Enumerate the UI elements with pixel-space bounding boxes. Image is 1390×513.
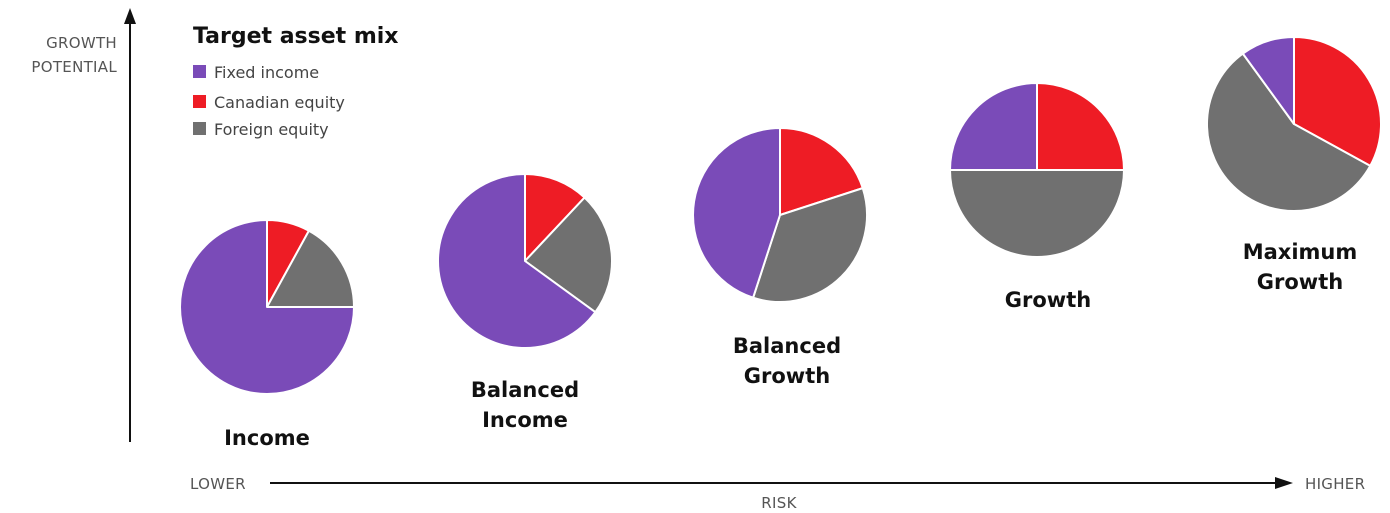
- pie-slice-balanced-income-fixed-income: [437, 173, 597, 349]
- y-axis-label-line2: POTENTIAL: [31, 58, 117, 76]
- pie-slice-balanced-growth-foreign-equity: [752, 187, 868, 303]
- pie-income: [179, 219, 355, 395]
- pie-label-maximum-growth-line2: Growth: [1257, 270, 1343, 294]
- legend-label-foreign-equity: Foreign equity: [214, 120, 329, 139]
- x-axis-high-label: HIGHER: [1305, 475, 1365, 493]
- pie-slice-balanced-income-foreign-equity: [524, 196, 613, 314]
- pie-label-balanced-growth-line1: Balanced: [733, 334, 841, 358]
- pie-slice-growth-foreign-equity: [949, 169, 1125, 258]
- legend-swatch-canadian-equity: [193, 95, 206, 108]
- x-axis-arrow: [1275, 477, 1293, 489]
- pie-growth: [949, 82, 1125, 258]
- legend-label-fixed-income: Fixed income: [214, 63, 319, 82]
- pie-slice-balanced-income-canadian-equity: [524, 173, 586, 262]
- legend-item-canadian-equity: Canadian equity: [193, 93, 345, 112]
- pie-slice-maximum-growth-foreign-equity: [1206, 52, 1372, 212]
- x-axis-label: RISK: [761, 494, 797, 512]
- pie-label-growth: Growth: [1005, 288, 1091, 312]
- pie-balanced-income: [437, 173, 613, 349]
- pie-label-balanced-growth-line2: Growth: [744, 364, 830, 388]
- pie-labels: Income Balanced Income Balanced Growth G…: [224, 240, 1357, 450]
- pie-slice-growth-canadian-equity: [1036, 82, 1125, 171]
- y-axis-arrow: [124, 8, 136, 24]
- pie-label-income: Income: [224, 426, 310, 450]
- x-axis-low-label: LOWER: [190, 475, 246, 493]
- pie-label-balanced-income-line2: Income: [482, 408, 568, 432]
- legend-swatch-foreign-equity: [193, 122, 206, 135]
- legend-swatch-fixed-income: [193, 65, 206, 78]
- pies-group: [179, 36, 1382, 395]
- pie-label-maximum-growth-line1: Maximum: [1243, 240, 1358, 264]
- pie-slice-income-fixed-income: [179, 219, 355, 395]
- legend: Target asset mix Fixed income Canadian e…: [193, 24, 399, 139]
- legend-item-fixed-income: Fixed income: [193, 63, 319, 82]
- pie-slice-maximum-growth-fixed-income: [1241, 36, 1295, 125]
- pie-slice-balanced-growth-canadian-equity: [779, 127, 864, 216]
- pie-balanced-growth: [692, 127, 868, 303]
- pie-slice-balanced-growth-fixed-income: [692, 127, 781, 299]
- pie-slice-growth-fixed-income: [949, 82, 1038, 171]
- pie-maximum-growth: [1206, 36, 1382, 212]
- y-axis-label-line1: GROWTH: [46, 34, 117, 52]
- pie-slice-maximum-growth-canadian-equity: [1293, 36, 1382, 167]
- legend-label-canadian-equity: Canadian equity: [214, 93, 345, 112]
- pie-label-balanced-income-line1: Balanced: [471, 378, 579, 402]
- legend-item-foreign-equity: Foreign equity: [193, 120, 329, 139]
- y-axis: GROWTH POTENTIAL: [31, 8, 136, 442]
- pie-slice-income-foreign-equity: [266, 229, 355, 308]
- legend-title: Target asset mix: [193, 24, 399, 49]
- x-axis: LOWER HIGHER RISK: [190, 475, 1365, 512]
